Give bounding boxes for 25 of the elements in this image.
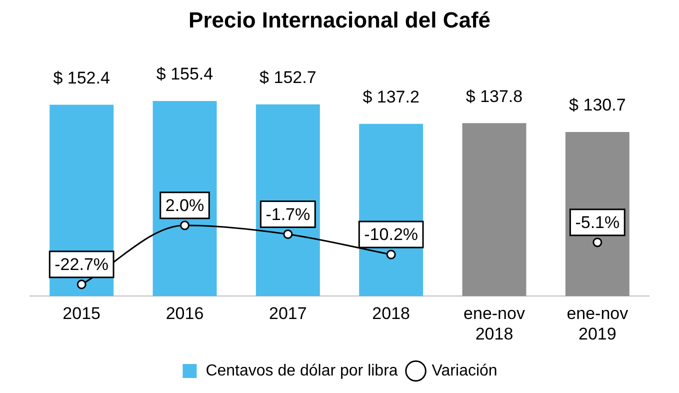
data-label: -1.7% — [266, 204, 310, 224]
data-label: $ 137.2 — [362, 88, 420, 107]
x-tick-label: ene-nov 2019 — [566, 304, 629, 344]
x-tick-label: 2018 — [372, 304, 410, 324]
point — [386, 250, 396, 260]
point — [283, 229, 293, 239]
data-label: $ 137.8 — [466, 86, 523, 106]
data-label: $ 152.7 — [260, 68, 316, 88]
data-label: -5.1% — [575, 213, 620, 232]
data-label: -10.2% — [364, 225, 418, 244]
chart-title: Precio Internacional del Café — [188, 7, 490, 32]
x-tick-label: 2016 — [166, 304, 204, 324]
data-label: $ 155.4 — [156, 64, 214, 84]
x-tick-label: 2017 — [269, 304, 307, 324]
data-label: $ 130.7 — [569, 96, 626, 115]
data-label: -22.7% — [54, 255, 109, 274]
point — [592, 238, 602, 248]
legend-label: Variación — [432, 362, 498, 380]
x-tick-label: 2015 — [62, 304, 100, 324]
data-label: 2.0% — [165, 196, 204, 216]
point — [180, 220, 190, 230]
x-tick-label: ene-nov 2018 — [464, 304, 526, 344]
data-label: $ 152.4 — [53, 68, 110, 88]
legend-label: Centavos de dólar por libra — [206, 362, 398, 380]
point — [76, 280, 86, 290]
